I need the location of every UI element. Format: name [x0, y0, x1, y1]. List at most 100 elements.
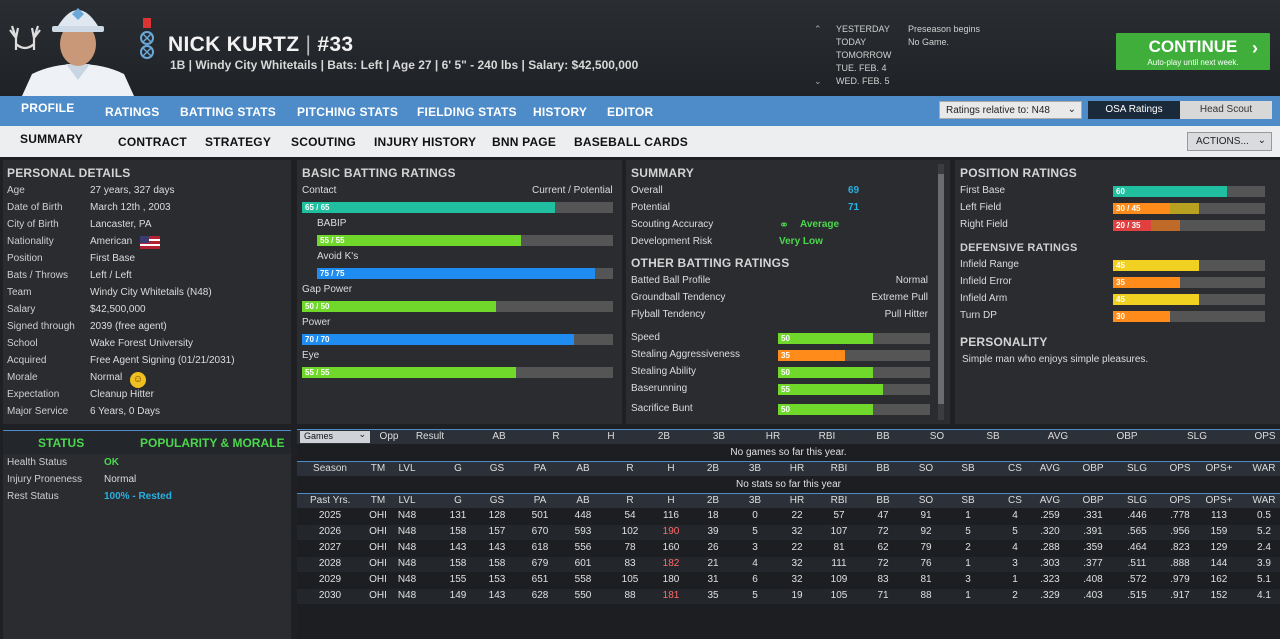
- stats-col-header[interactable]: 2B: [706, 463, 720, 474]
- stats-col-header[interactable]: 3B: [748, 495, 762, 506]
- stats-col-header[interactable]: AB: [576, 463, 590, 474]
- actions-dropdown[interactable]: ACTIONS... ⌄: [1187, 132, 1272, 151]
- stats-col-header[interactable]: 2B: [706, 495, 720, 506]
- stats-col-header[interactable]: SLG: [1186, 431, 1207, 442]
- stats-col-header[interactable]: PA: [533, 495, 547, 506]
- stats-col-header[interactable]: TM: [370, 463, 386, 474]
- stats-col-header[interactable]: TM: [370, 495, 386, 506]
- tab-history[interactable]: HISTORY: [533, 105, 588, 119]
- chevron-down-icon[interactable]: ⌄: [814, 76, 822, 86]
- stats-col-header[interactable]: LVL: [398, 495, 416, 506]
- tab-editor[interactable]: EDITOR: [607, 105, 654, 119]
- stats-col-header[interactable]: GS: [489, 463, 505, 474]
- stats-col-header[interactable]: G: [454, 495, 462, 506]
- subtab-contract[interactable]: CONTRACT: [118, 135, 187, 149]
- stats-col-header[interactable]: SB: [961, 495, 975, 506]
- stats-col-header[interactable]: 3B: [748, 463, 762, 474]
- stats-col-header[interactable]: RBI: [830, 463, 848, 474]
- stats-col-header[interactable]: SO: [918, 495, 934, 506]
- stats-col-header[interactable]: H: [667, 495, 675, 506]
- stats-col-header[interactable]: OPS: [1169, 463, 1191, 474]
- personal-details-title: PERSONAL DETAILS: [7, 166, 131, 180]
- tab-fielding-stats[interactable]: FIELDING STATS: [417, 105, 517, 119]
- stats-col-header[interactable]: WAR: [1252, 463, 1276, 474]
- stats-col-header[interactable]: GS: [489, 495, 505, 506]
- other-rating-name: Batted Ball Profile: [631, 275, 711, 286]
- stats-col-header[interactable]: SO: [929, 431, 945, 442]
- stats-col-header[interactable]: R: [626, 495, 634, 506]
- stats-col-header[interactable]: WAR: [1252, 495, 1276, 506]
- stats-col-header[interactable]: AB: [492, 431, 506, 442]
- stats-col-header[interactable]: OBP: [1116, 431, 1138, 442]
- stats-col-header[interactable]: SB: [961, 463, 975, 474]
- stats-col-header[interactable]: 2B: [657, 431, 671, 442]
- stats-col-header[interactable]: CS: [1008, 463, 1022, 474]
- stats-col-header[interactable]: R: [626, 463, 634, 474]
- stats-col-header[interactable]: H: [607, 431, 615, 442]
- subtab-injury-history[interactable]: INJURY HISTORY: [374, 135, 477, 149]
- subtab-scouting[interactable]: SCOUTING: [291, 135, 356, 149]
- tab-popularity-morale[interactable]: POPULARITY & MORALE: [140, 436, 285, 450]
- tab-profile[interactable]: PROFILE: [21, 101, 75, 115]
- subtab-baseball-cards[interactable]: BASEBALL CARDS: [574, 135, 688, 149]
- stats-col-header[interactable]: OPS: [1169, 495, 1191, 506]
- chevron-down-icon: ⌄: [1067, 104, 1076, 115]
- stats-col-header[interactable]: HR: [765, 431, 781, 442]
- osa-ratings-toggle[interactable]: OSA Ratings: [1088, 101, 1180, 119]
- stats-col-header[interactable]: OPS: [1254, 431, 1276, 442]
- stats-col-header[interactable]: AVG: [1039, 463, 1061, 474]
- stats-col-header[interactable]: R: [552, 431, 560, 442]
- tab-ratings[interactable]: RATINGS: [105, 105, 160, 119]
- stats-col-header[interactable]: LVL: [398, 463, 416, 474]
- table-cell: .778: [1170, 510, 1190, 521]
- tab-status[interactable]: STATUS: [38, 436, 85, 450]
- player-photo: [22, 0, 134, 96]
- rating-bar: 75 / 75: [317, 268, 613, 279]
- stats-col-header[interactable]: AVG: [1047, 431, 1069, 442]
- stats-col-header[interactable]: Season: [313, 463, 347, 474]
- table-cell: 158: [449, 526, 467, 537]
- position-name: Left Field: [960, 202, 1002, 213]
- stats-col-header[interactable]: OBP: [1082, 495, 1104, 506]
- head-scout-toggle[interactable]: Head Scout: [1180, 101, 1272, 119]
- stats-col-header[interactable]: AB: [576, 495, 590, 506]
- rating-value: 50: [781, 368, 790, 377]
- tab-batting-stats[interactable]: BATTING STATS: [180, 105, 276, 119]
- rating-value: 45: [1116, 295, 1125, 304]
- stats-col-header[interactable]: H: [667, 463, 675, 474]
- chevron-up-icon[interactable]: ⌃: [814, 24, 822, 34]
- stats-col-header[interactable]: HR: [789, 495, 805, 506]
- stats-col-header[interactable]: OPS+: [1205, 495, 1233, 506]
- ratings-relative-select[interactable]: Ratings relative to: N48 ⌄: [939, 101, 1082, 119]
- stats-col-header[interactable]: Past Yrs.: [310, 495, 351, 506]
- games-select[interactable]: Games ⌄: [300, 429, 370, 443]
- stats-col-header[interactable]: Opp: [379, 431, 399, 442]
- stats-col-header[interactable]: SLG: [1126, 463, 1147, 474]
- stats-col-header[interactable]: HR: [789, 463, 805, 474]
- stats-col-header[interactable]: RBI: [830, 495, 848, 506]
- stats-col-header[interactable]: OPS+: [1205, 463, 1233, 474]
- tab-pitching-stats[interactable]: PITCHING STATS: [297, 105, 399, 119]
- table-cell: 550: [574, 590, 592, 601]
- subtab-bnn-page[interactable]: BNN PAGE: [492, 135, 557, 149]
- stats-col-header[interactable]: PA: [533, 463, 547, 474]
- table-cell: 4.1: [1257, 590, 1271, 601]
- stats-col-header[interactable]: RBI: [818, 431, 836, 442]
- stats-col-header[interactable]: AVG: [1039, 495, 1061, 506]
- table-cell: .359: [1083, 542, 1103, 553]
- stats-col-header[interactable]: 3B: [712, 431, 726, 442]
- continue-button[interactable]: CONTINUE Auto-play until next week. ›: [1116, 33, 1270, 70]
- stats-col-header[interactable]: BB: [876, 463, 890, 474]
- subtab-summary[interactable]: SUMMARY: [20, 132, 83, 146]
- stats-col-header[interactable]: SB: [986, 431, 1000, 442]
- stats-col-header[interactable]: Result: [415, 431, 445, 442]
- summary-scrollbar[interactable]: [938, 164, 944, 420]
- stats-col-header[interactable]: CS: [1008, 495, 1022, 506]
- stats-col-header[interactable]: BB: [876, 431, 890, 442]
- stats-col-header[interactable]: SO: [918, 463, 934, 474]
- stats-col-header[interactable]: OBP: [1082, 463, 1104, 474]
- stats-col-header[interactable]: BB: [876, 495, 890, 506]
- subtab-strategy[interactable]: STRATEGY: [205, 135, 272, 149]
- stats-col-header[interactable]: SLG: [1126, 495, 1147, 506]
- stats-col-header[interactable]: G: [454, 463, 462, 474]
